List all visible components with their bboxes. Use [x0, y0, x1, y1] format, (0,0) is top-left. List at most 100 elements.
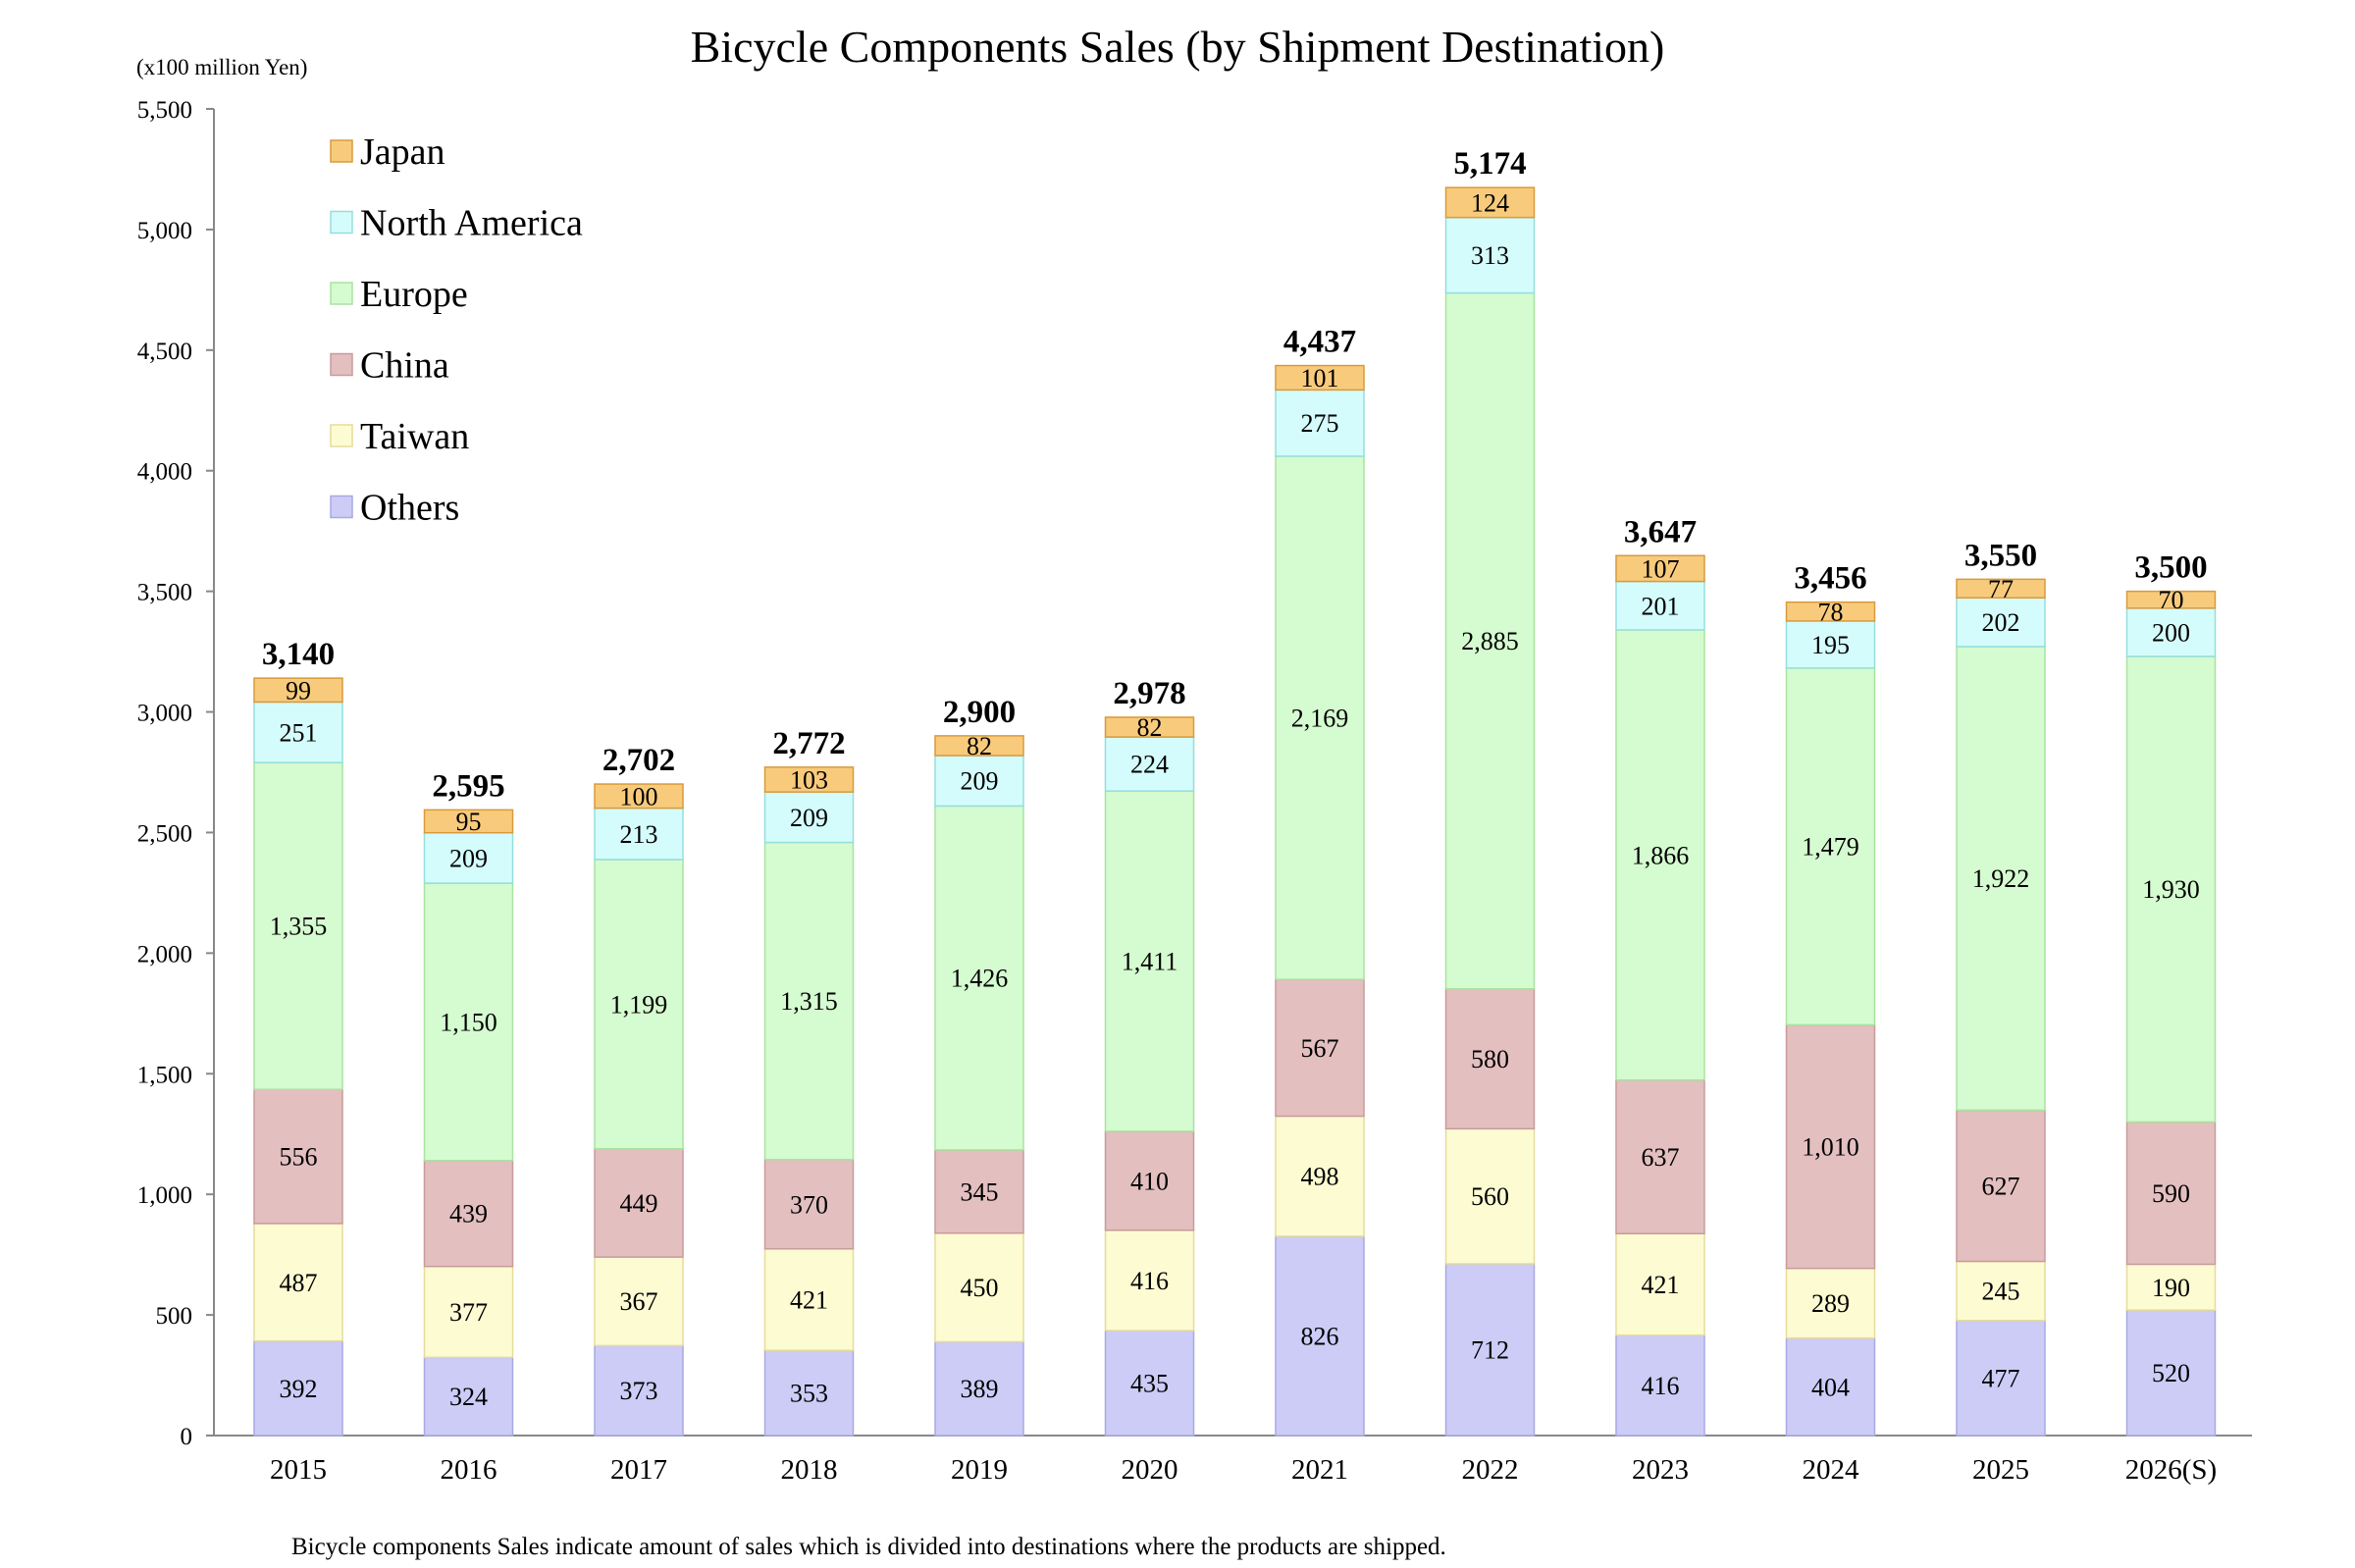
- bar-segment-china: [1956, 1109, 2046, 1263]
- segment-label-japan: 82: [1137, 713, 1163, 742]
- unit-label: (x100 million Yen): [136, 55, 307, 79]
- segment-label-others: 324: [449, 1383, 488, 1411]
- bar-stack-2022: 712 560 580 2,885 313 124 5,174 2022: [1444, 146, 1536, 1486]
- bar-segment-north-america: [1785, 620, 1876, 669]
- segment-label-north-america: 313: [1471, 241, 1509, 270]
- bar-segment-others: [1785, 1336, 1876, 1437]
- segment-label-others: 435: [1130, 1370, 1169, 1398]
- bar-segment-north-america: [1956, 597, 2046, 648]
- x-tick-label: 2025: [1972, 1454, 2029, 1486]
- segment-label-taiwan: 487: [280, 1269, 318, 1297]
- bar-segment-others: [1956, 1319, 2046, 1437]
- segment-label-japan: 78: [1818, 598, 1844, 626]
- bar-stack-2017: 373 367 449 1,199 213 100 2,702 2017: [594, 743, 684, 1486]
- x-tick-label: 2021: [1291, 1454, 1348, 1486]
- bar-segment-japan: [1104, 716, 1195, 738]
- segment-label-north-america: 202: [1982, 608, 2020, 637]
- bar-segment-china: [253, 1088, 343, 1225]
- bar-segment-japan: [763, 766, 855, 793]
- segment-label-taiwan: 377: [449, 1298, 488, 1327]
- segment-label-north-america: 213: [620, 820, 658, 849]
- legend-item-japan: Japan: [330, 131, 445, 173]
- y-tick-label: 3,500: [137, 580, 192, 606]
- segment-label-taiwan: 421: [1642, 1271, 1680, 1299]
- bar-stack-2021: 826 498 567 2,169 275 101 4,437 2021: [1275, 325, 1365, 1486]
- segment-label-china: 1,010: [1802, 1133, 1859, 1162]
- bar-segment-taiwan: [594, 1256, 684, 1347]
- segment-label-japan: 103: [790, 765, 828, 794]
- total-label: 2,978: [1113, 676, 1185, 711]
- bar-segment-north-america: [1104, 736, 1195, 792]
- bar-segment-north-america: [1615, 580, 1705, 631]
- segment-label-others: 477: [1982, 1364, 2020, 1392]
- segment-label-europe: 1,315: [780, 987, 838, 1016]
- bar-segment-north-america: [2125, 607, 2217, 657]
- bar-stack-2023: 416 421 637 1,866 201 107 3,647 2023: [1615, 514, 1705, 1486]
- legend-item-taiwan: Taiwan: [330, 416, 469, 457]
- segment-label-europe: 1,355: [270, 913, 328, 941]
- total-label: 3,550: [1964, 538, 2037, 573]
- legend-swatch: [330, 139, 353, 163]
- segment-label-japan: 77: [1988, 575, 2014, 603]
- segment-label-north-america: 275: [1301, 409, 1339, 438]
- legend-item-others: Others: [330, 488, 459, 529]
- segment-label-taiwan: 498: [1301, 1163, 1339, 1191]
- total-label: 3,140: [262, 637, 335, 672]
- segment-label-japan: 99: [286, 676, 311, 705]
- segment-label-others: 353: [790, 1380, 828, 1408]
- segment-label-north-america: 201: [1642, 592, 1680, 620]
- y-tick-label: 3,000: [137, 701, 192, 727]
- bar-segment-others: [1275, 1235, 1365, 1437]
- segment-label-china: 590: [2152, 1179, 2190, 1208]
- legend-label: North America: [360, 203, 583, 244]
- segment-label-others: 712: [1471, 1335, 1509, 1364]
- x-tick-label: 2020: [1122, 1454, 1178, 1486]
- footnote: Bicycle components Sales indicate amount…: [291, 1534, 1446, 1560]
- bar-segment-china: [1104, 1130, 1195, 1231]
- segment-label-china: 567: [1301, 1034, 1339, 1063]
- bar-segment-europe: [1444, 291, 1536, 990]
- bar-segment-china: [1615, 1078, 1705, 1235]
- segment-label-taiwan: 190: [2152, 1274, 2190, 1302]
- bar-segment-others: [1615, 1333, 1705, 1437]
- segment-label-others: 373: [620, 1377, 658, 1405]
- y-tick-label: 5,500: [137, 97, 192, 124]
- y-tick-label: 2,000: [137, 941, 192, 967]
- total-label: 3,647: [1624, 514, 1697, 549]
- bar-segment-taiwan: [1444, 1127, 1536, 1265]
- legend-swatch: [330, 352, 353, 377]
- legend-swatch: [330, 495, 353, 519]
- bar-stack-2025: 477 245 627 1,922 202 773,550 2025: [1956, 538, 2046, 1486]
- y-tick-label: 500: [156, 1303, 193, 1330]
- bar-segment-japan: [1785, 601, 1876, 622]
- segment-label-china: 556: [280, 1143, 318, 1172]
- segment-label-japan: 124: [1471, 188, 1509, 217]
- bar-segment-japan: [1956, 578, 2046, 600]
- chart-title: Bicycle Components Sales (by Shipment De…: [691, 22, 1665, 72]
- segment-label-north-america: 209: [961, 767, 999, 796]
- bar-segment-taiwan: [2125, 1263, 2217, 1311]
- bar-stack-2026(S): 520 190 590 1,930 200 703,500 2026(S): [2125, 550, 2217, 1486]
- segment-label-europe: 1,479: [1802, 833, 1859, 862]
- bar-segment-europe: [594, 859, 684, 1150]
- y-tick-label: 5,000: [137, 218, 192, 244]
- bar-stack-2020: 435 416 410 1,411 224 822,978 2020: [1104, 676, 1195, 1486]
- bar-segment-north-america: [594, 807, 684, 861]
- segment-label-china: 410: [1130, 1167, 1169, 1195]
- segment-label-north-america: 224: [1130, 751, 1169, 779]
- legend-label: China: [360, 345, 449, 387]
- segment-label-taiwan: 245: [1982, 1278, 2020, 1306]
- segment-label-europe: 1,930: [2142, 875, 2200, 904]
- bar-segment-others: [1104, 1330, 1195, 1437]
- segment-label-north-america: 195: [1811, 631, 1850, 659]
- total-label: 2,900: [943, 695, 1016, 730]
- segment-label-japan: 100: [620, 782, 658, 810]
- y-tick-label: 4,000: [137, 459, 192, 486]
- total-label: 2,595: [432, 768, 504, 804]
- bar-segment-europe: [1785, 667, 1876, 1026]
- legend-label: Others: [360, 488, 459, 529]
- legend-label: Taiwan: [360, 416, 469, 457]
- bar-segment-china: [1785, 1023, 1876, 1270]
- bar-segment-europe: [1275, 455, 1365, 980]
